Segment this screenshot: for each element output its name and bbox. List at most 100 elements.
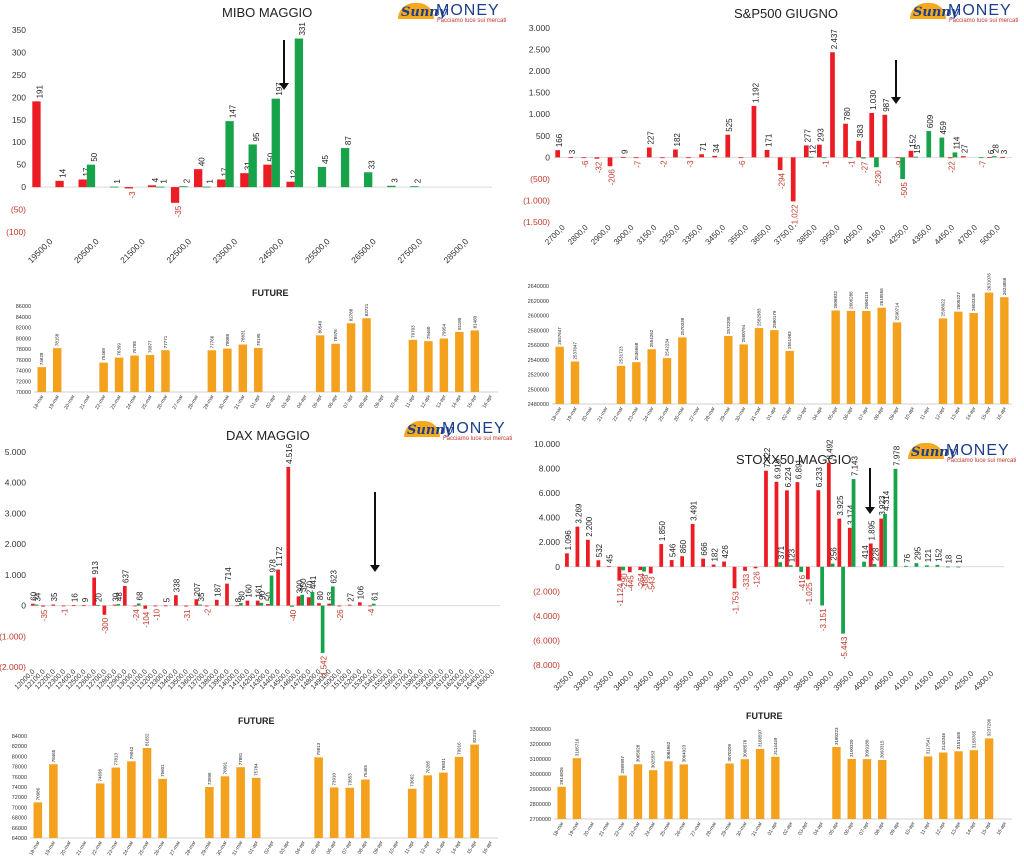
stoxx-call-bar xyxy=(586,539,590,567)
dax-future-y-tick: 76000 xyxy=(12,775,27,781)
mibo-future-data-label: 80540 xyxy=(318,320,323,333)
dax-future-y-tick: 74000 xyxy=(12,785,27,791)
dax-put-bar xyxy=(310,592,315,606)
mibo-future-data-label: 78088 xyxy=(225,334,230,347)
dax-future-data-label: 78465 xyxy=(51,749,56,762)
dax-data-label: 60 xyxy=(30,591,39,600)
dax-call-bar xyxy=(368,605,372,607)
spx-future-bar xyxy=(785,350,794,404)
spx-future-bar xyxy=(892,322,902,404)
mibo-put-bar xyxy=(86,164,96,188)
spx-call-bar xyxy=(725,134,731,158)
spx-data-label: 27 xyxy=(961,144,970,153)
stoxx-future-data-label: 3180223 xyxy=(834,727,839,745)
spx-y-tick: 1.500 xyxy=(529,88,551,98)
mibo-call-bar xyxy=(32,101,41,188)
stoxx-data-label: 4.314 xyxy=(882,490,891,511)
dax-future-data-label: 74698 xyxy=(98,768,103,781)
mibo-y-tick: 0 xyxy=(21,182,26,192)
spx-future-bar xyxy=(862,310,871,404)
stoxx-x-tick: 3250,0 xyxy=(552,669,576,693)
mibo-future-bar xyxy=(470,330,480,392)
spx-future-data-label: 2603348 xyxy=(971,293,976,311)
dax-call-bar xyxy=(245,600,250,606)
stoxx-future-x-tick: 22-mar xyxy=(613,821,626,838)
stoxx-data-label: 1.895 xyxy=(868,520,877,541)
mibo-future-data-label: 76877 xyxy=(148,340,153,353)
dax-future-data-label: 77881 xyxy=(238,752,243,765)
stoxx-call-bar xyxy=(669,560,674,567)
dax-put-bar xyxy=(320,605,325,653)
stoxx-future-x-tick: 05-apr xyxy=(828,821,841,837)
mibo-future-data-label: 78831 xyxy=(240,330,245,343)
stoxx-future-x-tick: 14-apr xyxy=(965,821,978,837)
mibo-future-bar xyxy=(424,341,433,392)
dax-y-tick: 4.000 xyxy=(5,478,27,488)
stoxx-future-x-tick: 09-apr xyxy=(889,821,902,837)
mibo-future-y-tick: 78000 xyxy=(16,347,31,353)
spx-call-bar xyxy=(659,157,665,159)
mibo-title: MIBO MAGGIO xyxy=(222,5,313,20)
stoxx-future-y-tick: 3000000 xyxy=(530,772,551,778)
stoxx-future-data-label: 3100320 xyxy=(849,739,854,757)
dax-call-bar xyxy=(163,605,168,607)
dax-data-label: 441 xyxy=(309,575,318,589)
stoxx-future-data-label: 3064023 xyxy=(681,744,686,762)
stoxx-future-data-label: 3114449 xyxy=(773,737,778,755)
dax-call-bar xyxy=(194,599,199,606)
stoxx-future-x-tick: 27-mar xyxy=(690,821,703,838)
spx-data-label: -7 xyxy=(978,160,987,168)
dax-future-data-label: 75601 xyxy=(160,764,165,777)
mibo-future-bar xyxy=(114,357,124,392)
mibo-future-bar xyxy=(408,339,418,392)
dax-call-bar xyxy=(174,595,178,606)
stoxx-call-bar xyxy=(774,481,779,567)
stoxx-future-y-tick: 3100000 xyxy=(530,757,551,763)
mibo-put-bar xyxy=(202,186,211,188)
spx-data-label: 1.030 xyxy=(869,89,878,110)
sun-icon xyxy=(910,3,946,19)
stoxx-call-bar xyxy=(659,544,664,567)
spx-data-label: -6 xyxy=(581,160,590,168)
mibo-chart: MIBO MAGGIO 350 300 250 200 150 100 50 0 (50) (10… xyxy=(0,0,512,270)
mibo-call-bar xyxy=(217,179,226,188)
stoxx-data-label: 3.174 xyxy=(847,504,856,525)
stoxx-future-data-label: 2989997 xyxy=(620,755,625,773)
mibo-future-bar xyxy=(207,350,217,392)
stoxx-x-tick: 3550,0 xyxy=(672,669,696,693)
dax-call-bar xyxy=(31,603,35,606)
mibo-y-tick: 100 xyxy=(12,137,26,147)
stoxx-future-bar xyxy=(725,763,734,819)
stoxx-x-tick: 3400,0 xyxy=(612,669,636,693)
stoxx-data-label: -1.124 xyxy=(616,583,625,606)
dax-call-bar xyxy=(41,605,45,607)
dax-call-bar xyxy=(153,605,158,607)
stoxx-data-label: 256 xyxy=(829,547,838,561)
dax-y-tick: (1.000) xyxy=(0,631,26,641)
spx-put-bar xyxy=(821,157,827,159)
dax-put-bar xyxy=(116,604,121,606)
stoxx-data-label: -543 xyxy=(648,576,657,593)
mibo-data-label: 2 xyxy=(183,178,192,183)
dax-future-x-tick: 13-apr xyxy=(435,840,448,856)
spx-put-bar xyxy=(874,157,879,168)
spx-x-tick: 3250,0 xyxy=(658,223,682,247)
spx-call-bar xyxy=(895,157,901,159)
dax-future-x-tick: 27-mar xyxy=(169,840,182,857)
stoxx-future-bar xyxy=(832,746,841,819)
logo-top-left: Sunny MONEY Facciamo luce sui mercati xyxy=(398,2,514,24)
spx-x-tick: 4450,0 xyxy=(932,223,956,247)
spx-x-tick: 4250,0 xyxy=(887,223,911,247)
spx-x-tick: 5000,0 xyxy=(978,223,1002,247)
stoxx-data-label: 860 xyxy=(679,539,688,553)
stoxx-data-label: -388 xyxy=(641,574,650,591)
dax-future-x-tick: 18-mar xyxy=(28,840,41,857)
dax-future-bar xyxy=(454,756,464,838)
stoxx-future-title: FUTURE xyxy=(746,711,783,721)
mibo-put-bar xyxy=(248,144,257,188)
stoxx-call-bar xyxy=(868,543,873,567)
mibo-future-bar xyxy=(331,343,340,392)
dax-future-data-label: 70986 xyxy=(35,787,40,800)
mibo-x-tick: 21500,0 xyxy=(118,236,147,265)
stoxx-data-label: -126 xyxy=(752,571,761,588)
